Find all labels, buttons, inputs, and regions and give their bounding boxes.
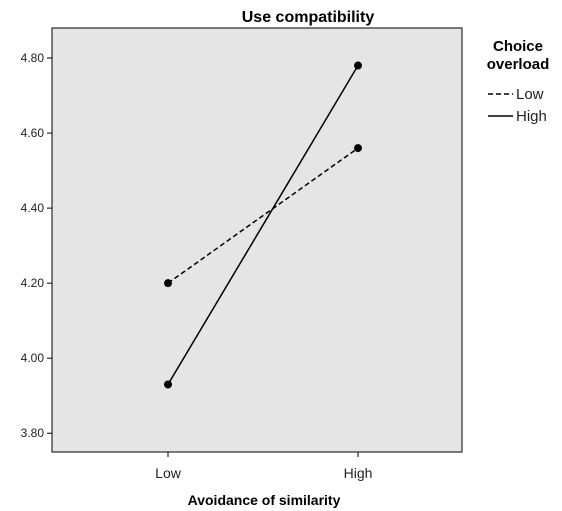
series-line-low bbox=[167, 147, 359, 284]
series-layer bbox=[164, 61, 362, 389]
x-tick-label: Low bbox=[155, 465, 182, 481]
plot-area bbox=[51, 27, 463, 453]
series-line-high bbox=[167, 65, 359, 385]
data-point-high bbox=[354, 61, 362, 70]
y-axis: 3.80 4.00 4.20 4.40 4.60 4.80 bbox=[21, 51, 52, 440]
chart-title: Use compatibility bbox=[242, 9, 375, 26]
y-tick-label: 4.20 bbox=[21, 276, 45, 290]
legend-title-line-2: overload bbox=[487, 56, 550, 73]
x-axis-label: Avoidance of similarity bbox=[188, 492, 341, 508]
y-tick-label: 4.80 bbox=[21, 51, 45, 65]
y-tick-label: 4.60 bbox=[21, 126, 45, 140]
legend: Choice overload Low High bbox=[487, 38, 550, 125]
data-point-low bbox=[164, 279, 172, 288]
legend-label-low: Low bbox=[516, 86, 544, 103]
data-point-low bbox=[354, 144, 362, 153]
data-point-high bbox=[164, 380, 172, 389]
legend-label-high: High bbox=[516, 108, 547, 125]
y-tick-label: 4.00 bbox=[21, 351, 45, 365]
y-tick-label: 4.40 bbox=[21, 201, 45, 215]
y-tick-label: 3.80 bbox=[21, 426, 45, 440]
x-axis: Low High bbox=[155, 452, 372, 481]
x-tick-label: High bbox=[344, 465, 373, 481]
legend-title-line-1: Choice bbox=[493, 38, 543, 55]
